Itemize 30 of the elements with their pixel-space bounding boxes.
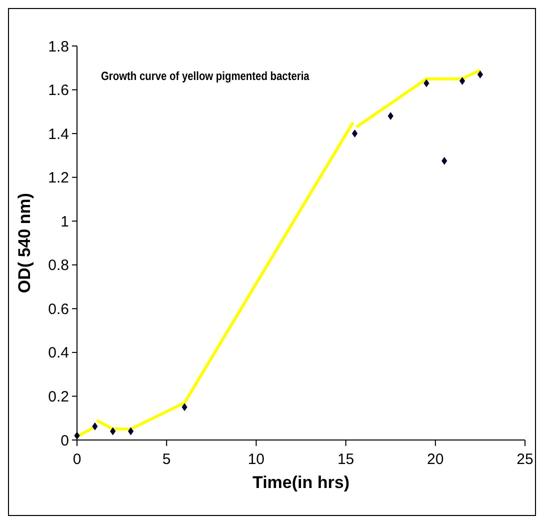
x-tick-label: 0	[72, 451, 82, 468]
x-tick-label: 5	[162, 451, 171, 468]
y-tick-label: 1.4	[48, 126, 69, 143]
point	[424, 79, 430, 88]
x-axis-title: Time(in hrs)	[252, 473, 350, 492]
point	[352, 130, 358, 138]
point	[92, 422, 98, 430]
point	[128, 427, 134, 436]
y-tick-label: 0.2	[48, 388, 69, 406]
y-tick-label: 1.6	[48, 82, 69, 100]
text: Growth curve of yellow pigmented bacteria	[101, 70, 310, 84]
y-tick-label: 0.8	[48, 257, 69, 274]
x-tick-label: 20	[427, 451, 444, 468]
y-tick-label: 0	[60, 432, 69, 450]
y-tick-label: 1	[60, 213, 69, 230]
y-tick-label: 1.8	[48, 38, 69, 56]
y-tick-label: 1.2	[48, 170, 69, 187]
point	[182, 403, 188, 412]
point	[459, 77, 466, 86]
point	[477, 70, 483, 78]
x-tick-label: 25	[516, 451, 534, 468]
x-tick-label: 10	[248, 451, 265, 468]
point	[74, 432, 80, 440]
x-tick-label: 15	[337, 451, 354, 468]
y-tick-label: 0.6	[48, 300, 69, 318]
y-tick-label: 0.4	[48, 344, 69, 362]
point	[110, 427, 116, 436]
point	[388, 112, 394, 120]
point	[442, 156, 448, 165]
y-axis-title: OD( 540 nm)	[15, 192, 34, 294]
